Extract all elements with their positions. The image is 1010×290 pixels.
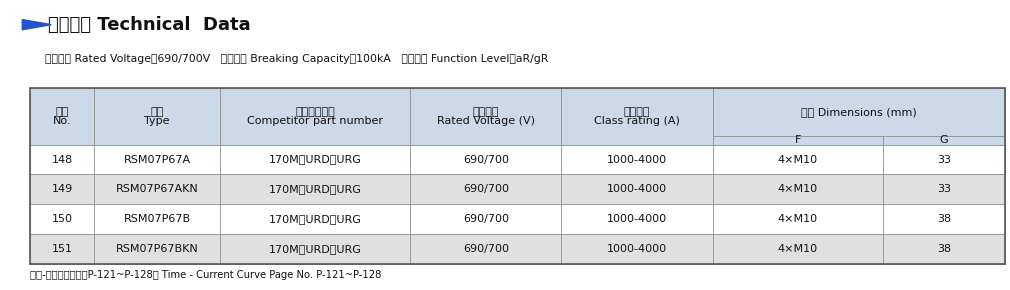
- Bar: [30, 234, 94, 264]
- Text: 型号: 型号: [150, 108, 164, 117]
- Text: 1000-4000: 1000-4000: [607, 244, 667, 254]
- Bar: [94, 174, 220, 204]
- Text: 尺寸 Dimensions (mm): 尺寸 Dimensions (mm): [801, 107, 917, 117]
- Text: 同类产品型号: 同类产品型号: [296, 108, 335, 117]
- Bar: [883, 174, 1005, 204]
- Text: Type: Type: [144, 116, 170, 126]
- Bar: [410, 204, 562, 234]
- Text: 149: 149: [52, 184, 73, 194]
- Text: 170M、URD、URG: 170M、URD、URG: [269, 184, 362, 194]
- Text: 148: 148: [52, 155, 73, 164]
- Bar: [713, 88, 1005, 136]
- Bar: [562, 174, 712, 204]
- Text: 额定电压: 额定电压: [473, 108, 499, 117]
- Bar: [562, 88, 712, 145]
- Bar: [410, 88, 562, 145]
- Text: 170M、URD、URG: 170M、URD、URG: [269, 155, 362, 164]
- Bar: [220, 234, 410, 264]
- Bar: [713, 204, 883, 234]
- Text: 1000-4000: 1000-4000: [607, 184, 667, 194]
- Text: F: F: [795, 135, 801, 145]
- Text: 4×M10: 4×M10: [778, 184, 818, 194]
- Bar: [30, 145, 94, 174]
- Text: 150: 150: [52, 214, 73, 224]
- Bar: [220, 145, 410, 174]
- Text: 序号: 序号: [56, 108, 69, 117]
- Bar: [883, 136, 1005, 145]
- Text: 690/700: 690/700: [463, 184, 509, 194]
- Bar: [562, 234, 712, 264]
- Bar: [30, 174, 94, 204]
- Bar: [713, 145, 883, 174]
- Bar: [30, 88, 1005, 264]
- Text: 170M、URD、URG: 170M、URD、URG: [269, 244, 362, 254]
- Bar: [410, 234, 562, 264]
- Text: 4×M10: 4×M10: [778, 244, 818, 254]
- Text: 690/700: 690/700: [463, 244, 509, 254]
- Bar: [562, 145, 712, 174]
- Text: 电流等级: 电流等级: [624, 108, 650, 117]
- Text: 33: 33: [937, 184, 951, 194]
- Bar: [30, 88, 94, 145]
- Text: 170M、URD、URG: 170M、URD、URG: [269, 214, 362, 224]
- Text: 690/700: 690/700: [463, 155, 509, 164]
- Text: RSM07P67A: RSM07P67A: [123, 155, 191, 164]
- Text: 额定电压 Rated Voltage；690/700V   分断能力 Breaking Capacity；100kA   功能等级 Function Level: 额定电压 Rated Voltage；690/700V 分断能力 Breakin…: [45, 54, 548, 64]
- Text: 4×M10: 4×M10: [778, 155, 818, 164]
- Bar: [94, 234, 220, 264]
- Bar: [562, 204, 712, 234]
- Bar: [713, 234, 883, 264]
- Bar: [410, 145, 562, 174]
- Text: 38: 38: [937, 244, 951, 254]
- Polygon shape: [22, 19, 52, 30]
- Text: 33: 33: [937, 155, 951, 164]
- Bar: [94, 204, 220, 234]
- Text: G: G: [939, 135, 948, 145]
- Text: 1000-4000: 1000-4000: [607, 214, 667, 224]
- Bar: [220, 204, 410, 234]
- Text: RSM07P67AKN: RSM07P67AKN: [115, 184, 198, 194]
- Bar: [883, 204, 1005, 234]
- Text: RSM07P67BKN: RSM07P67BKN: [115, 244, 198, 254]
- Text: 38: 38: [937, 214, 951, 224]
- Bar: [883, 234, 1005, 264]
- Text: Competitor part number: Competitor part number: [247, 116, 384, 126]
- Bar: [94, 145, 220, 174]
- Bar: [883, 145, 1005, 174]
- Text: RSM07P67B: RSM07P67B: [123, 214, 191, 224]
- Text: 时间-电流特性曲线见P-121~P-128页 Time - Current Curve Page No. P-121~P-128: 时间-电流特性曲线见P-121~P-128页 Time - Current Cu…: [30, 270, 382, 280]
- Text: 技术参数 Technical  Data: 技术参数 Technical Data: [48, 16, 251, 34]
- Text: Rated Voltage (V): Rated Voltage (V): [437, 116, 535, 126]
- Bar: [220, 174, 410, 204]
- Bar: [94, 88, 220, 145]
- Text: No.: No.: [53, 116, 72, 126]
- Text: 1000-4000: 1000-4000: [607, 155, 667, 164]
- Bar: [30, 204, 94, 234]
- Text: 4×M10: 4×M10: [778, 214, 818, 224]
- Text: 151: 151: [52, 244, 73, 254]
- Bar: [220, 88, 410, 145]
- Text: 690/700: 690/700: [463, 214, 509, 224]
- Bar: [713, 174, 883, 204]
- Text: Class rating (A): Class rating (A): [594, 116, 680, 126]
- Bar: [713, 136, 883, 145]
- Bar: [410, 174, 562, 204]
